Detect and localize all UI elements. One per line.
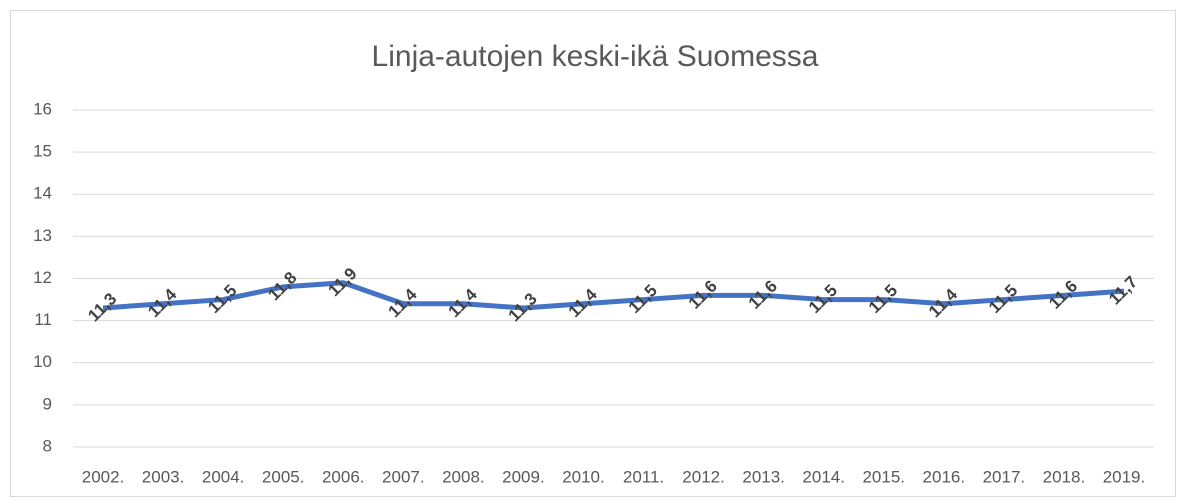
x-tick-label: 2008.: [442, 467, 485, 486]
y-tick-label: 14: [33, 184, 52, 203]
x-tick-label: 2016.: [923, 467, 966, 486]
x-tick-label: 2005.: [262, 467, 305, 486]
y-tick-label: 10: [33, 352, 52, 371]
chart-title: Linja-autojen keski-ikä Suomessa: [372, 40, 819, 73]
y-tick-label: 16: [33, 99, 52, 118]
x-tick-label: 2019.: [1103, 467, 1146, 486]
series-line: [102, 280, 1125, 311]
x-tick-label: 2014.: [802, 467, 845, 486]
x-tick-label: 2007.: [382, 467, 425, 486]
x-tick-label: 2006.: [322, 467, 365, 486]
x-tick-label: 2009.: [502, 467, 545, 486]
x-tick-label: 2012.: [682, 467, 725, 486]
y-tick-label: 8: [43, 436, 52, 455]
x-tick-label: 2011.: [623, 467, 664, 486]
x-tick-label: 2015.: [862, 467, 905, 486]
y-tick-label: 15: [33, 142, 52, 161]
x-tick-label: 2002.: [82, 467, 125, 486]
x-tick-label: 2010.: [562, 467, 605, 486]
x-tick-label: 2018.: [1043, 467, 1086, 486]
x-tick-label: 2017.: [983, 467, 1026, 486]
x-tick-label: 2004.: [202, 467, 245, 486]
x-tick-label: 2013.: [742, 467, 785, 486]
y-tick-label: 12: [33, 268, 52, 287]
y-tick-label: 13: [33, 226, 52, 245]
y-tick-label: 11: [34, 310, 52, 329]
chart-border: [10, 10, 1176, 497]
x-tick-label: 2003.: [142, 467, 185, 486]
y-tick-label: 9: [43, 394, 52, 413]
